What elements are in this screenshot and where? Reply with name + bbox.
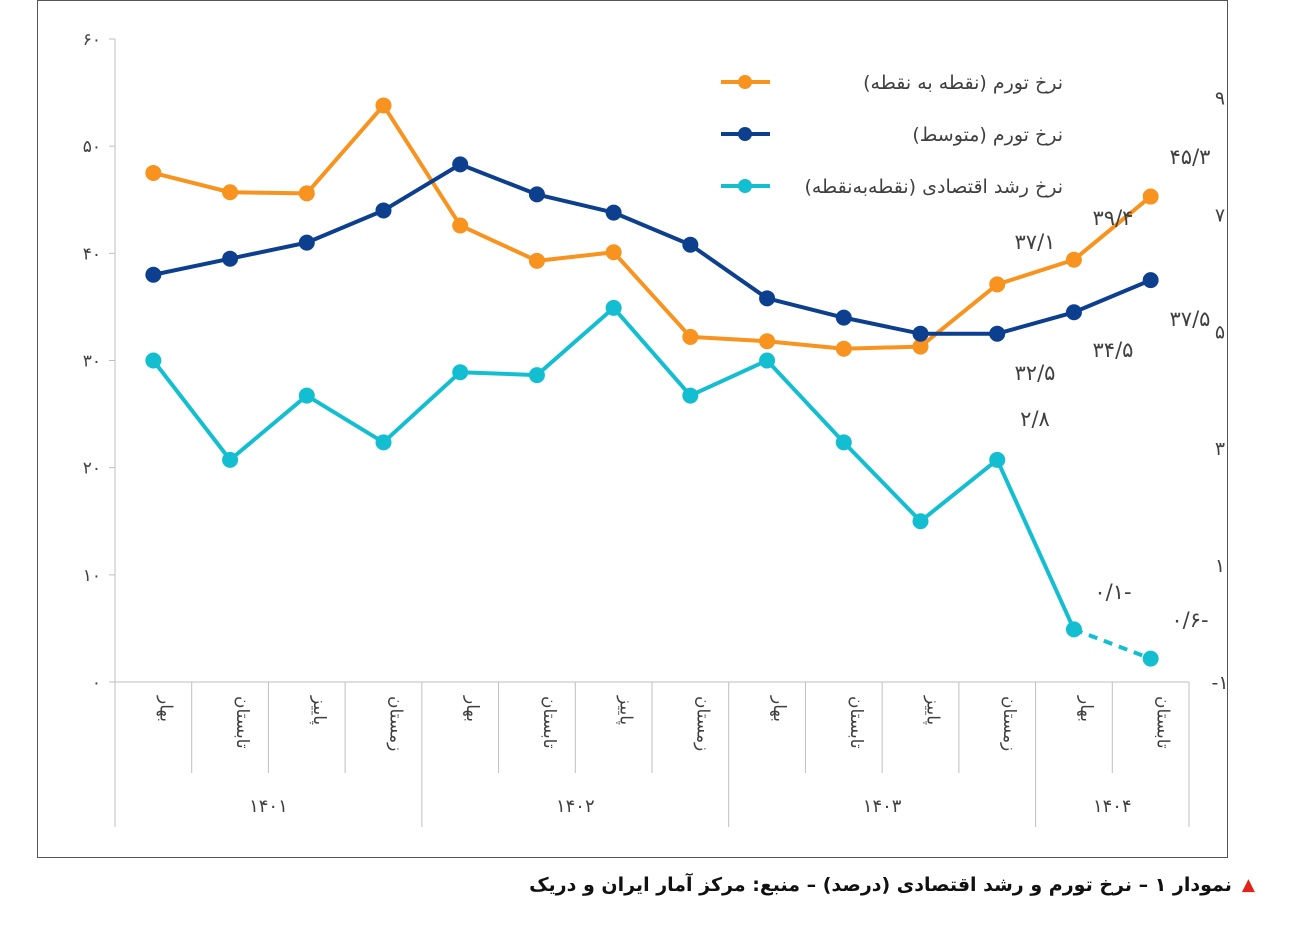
data-label: ۳۴/۵	[1093, 338, 1134, 362]
category-label: تابستان	[846, 696, 866, 749]
group-label: ۱۴۰۴	[1093, 796, 1132, 817]
series-point-2	[682, 387, 699, 404]
series-point-1	[145, 266, 162, 283]
series-point-0	[682, 328, 699, 345]
category-label: بهار	[1076, 695, 1096, 722]
series-point-2	[222, 451, 239, 468]
right-axis-tick-label: ۷	[1215, 204, 1225, 226]
legend-marker-dot-0	[738, 75, 752, 89]
category-label: بهار	[462, 695, 482, 722]
series-point-1	[1142, 272, 1159, 289]
series-point-0	[989, 276, 1006, 293]
category-label: زمستان	[386, 696, 406, 751]
data-label: ۳۲/۵	[1015, 361, 1056, 385]
series-point-1	[912, 325, 929, 342]
group-label: ۱۴۰۲	[556, 796, 595, 817]
right-axis-tick-label: ۳	[1215, 438, 1225, 460]
data-label: ۴۵/۳	[1170, 145, 1211, 169]
series-point-0	[452, 217, 469, 234]
series-point-2	[452, 364, 469, 381]
right-axis-tick-label: ۱	[1215, 555, 1225, 577]
group-label: ۱۴۰۱	[249, 796, 288, 817]
left-axis-tick-label: ۵۰	[83, 137, 101, 157]
series-point-0	[605, 244, 622, 261]
category-label: زمستان	[692, 696, 712, 751]
right-axis-tick-label: -۱	[1211, 672, 1228, 694]
series-point-0	[375, 97, 392, 114]
left-axis-tick-label: ۳۰	[83, 352, 101, 372]
series-point-1	[528, 186, 545, 203]
series-point-0	[912, 338, 929, 355]
category-label: پاییز	[616, 695, 636, 725]
data-label: ۰/۱-	[1094, 580, 1131, 604]
series-point-2	[759, 352, 776, 369]
series-line-2	[151, 305, 1076, 631]
left-axis-tick-label: ۶۰	[83, 30, 101, 50]
left-axis-tick-label: ۴۰	[83, 244, 101, 264]
category-label: بهار	[155, 695, 175, 722]
series-point-1	[298, 234, 315, 251]
chart-svg: ۰ ۱۰ ۲۰ ۳۰ ۴۰ ۵۰ ۶۰ -۱ ۱ ۳ ۵ ۷ ۹ بهار تابستان پاییز زمست…	[83, 30, 1229, 827]
left-axis-tick-label: ۰	[92, 673, 101, 693]
series-point-2	[605, 299, 622, 316]
chart-caption: ▲ نمودار ۱ – نرخ تورم و رشد اقتصادی (درص…	[529, 868, 1255, 902]
series-point-1	[375, 202, 392, 219]
category-label: پاییز	[923, 695, 943, 725]
legend-label-2: نرخ رشد اقتصادی (نقطه‌به‌نقطه)	[804, 176, 1063, 198]
series-point-0	[835, 340, 852, 357]
caption-text: نمودار ۱ – نرخ تورم و رشد اقتصادی (درصد)…	[529, 874, 1232, 896]
left-axis-tick-label: ۱۰	[83, 566, 101, 586]
series-point-0	[222, 184, 239, 201]
series-point-2	[1142, 650, 1159, 667]
series-point-2	[835, 434, 852, 451]
left-axis-tick-label: ۲۰	[83, 459, 101, 479]
data-label: ۰/۶-	[1171, 608, 1208, 632]
series-point-2	[298, 387, 315, 404]
category-label: پاییز	[309, 695, 329, 725]
series-point-0	[759, 333, 776, 350]
right-axis-tick-label: ۵	[1215, 321, 1225, 343]
series-point-0	[1142, 188, 1159, 205]
category-label: تابستان	[1153, 696, 1173, 749]
series-point-0	[298, 185, 315, 202]
series-point-2	[912, 513, 929, 530]
group-label: ۱۴۰۳	[863, 796, 902, 817]
series-point-2	[989, 451, 1006, 468]
series-point-0	[528, 252, 545, 269]
data-label: ۲/۸	[1020, 407, 1050, 431]
series-point-1	[989, 325, 1006, 342]
data-label: ۳۷/۵	[1170, 307, 1211, 331]
series-point-1	[1065, 304, 1082, 321]
category-label: بهار	[769, 695, 789, 722]
chart-frame: ۰ ۱۰ ۲۰ ۳۰ ۴۰ ۵۰ ۶۰ -۱ ۱ ۳ ۵ ۷ ۹ بهار تابستان پاییز زمست…	[37, 0, 1229, 858]
series-point-2	[145, 352, 162, 369]
series-point-1	[835, 309, 852, 326]
category-label: تابستان	[539, 696, 559, 749]
series-point-1	[682, 236, 699, 253]
data-label: ۳۹/۴	[1093, 206, 1134, 230]
series-point-2	[528, 367, 545, 384]
category-label: تابستان	[232, 696, 252, 749]
series-point-1	[605, 204, 622, 221]
series-dashed-line-2	[1073, 627, 1152, 661]
series-point-1	[759, 290, 776, 307]
series-point-0	[145, 164, 162, 181]
series-point-1	[452, 156, 469, 173]
series-point-1	[222, 250, 239, 267]
series-point-2	[1065, 621, 1082, 638]
category-label: زمستان	[999, 696, 1019, 751]
series-line-1	[152, 162, 1152, 336]
legend-label-1: نرخ تورم (متوسط)	[912, 124, 1063, 146]
series-line-0	[152, 103, 1152, 351]
right-axis-tick-label: ۹	[1215, 87, 1225, 109]
series-point-2	[375, 434, 392, 451]
legend-marker-dot-2	[738, 179, 752, 193]
data-label: ۳۷/۱	[1015, 230, 1056, 254]
triangle-icon: ▲	[1241, 875, 1255, 895]
legend-marker-dot-1	[738, 127, 752, 141]
series-point-0	[1065, 251, 1082, 268]
legend-label-0: نرخ تورم (نقطه به نقطه)	[863, 72, 1063, 94]
